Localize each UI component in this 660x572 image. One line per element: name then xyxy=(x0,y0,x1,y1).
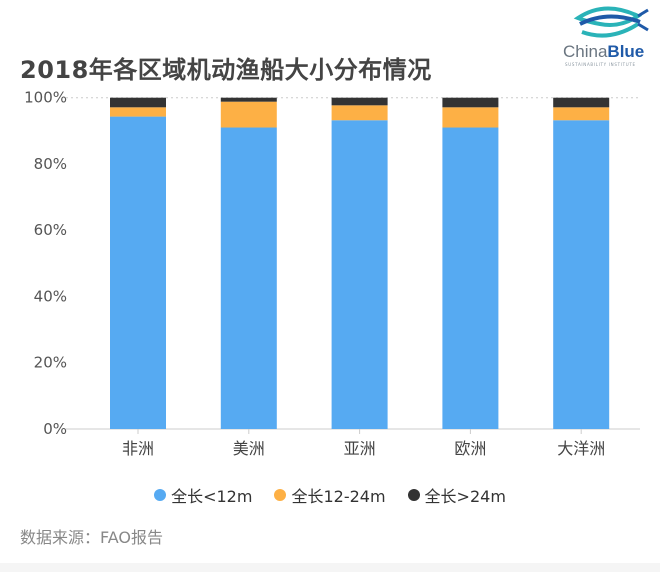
legend-dot-icon xyxy=(407,489,420,501)
bottom-band xyxy=(0,563,660,572)
x-category-label: 大洋洲 xyxy=(557,439,605,458)
bar-segment-1-2 xyxy=(331,105,388,121)
y-tick-label: 20% xyxy=(34,354,67,372)
bar-segment-0-3 xyxy=(442,127,499,429)
bar-segment-0-4 xyxy=(553,120,610,430)
legend-label: 全长>24m xyxy=(424,487,506,506)
bar-segment-2-4 xyxy=(553,97,610,108)
source-note: 数据来源：FAO报告 xyxy=(20,528,163,547)
legend-dot-icon xyxy=(154,489,167,501)
bar-segment-2-1 xyxy=(220,97,277,102)
chart-title: 2018年各区域机动渔船大小分布情况 xyxy=(20,56,432,84)
bar-segment-0-1 xyxy=(220,127,277,429)
chinablue-logo-icon xyxy=(573,6,649,38)
bar-segment-2-3 xyxy=(442,97,499,108)
legend-item[interactable]: 全长>24m xyxy=(407,483,506,507)
bar-segment-1-0 xyxy=(110,107,166,117)
x-category-label: 美洲 xyxy=(233,439,265,458)
bar-segment-0-0 xyxy=(110,116,166,429)
bar-segment-0-2 xyxy=(331,120,388,430)
x-category-label: 亚洲 xyxy=(344,439,376,458)
legend: 全长<12m 全长12-24m 全长>24m xyxy=(0,483,660,507)
legend-dot-icon xyxy=(274,489,287,501)
y-tick-label: 80% xyxy=(34,155,67,173)
legend-label: 全长<12m xyxy=(171,487,253,506)
bar-segment-1-1 xyxy=(220,101,277,128)
y-tick-label: 40% xyxy=(34,287,67,305)
legend-item[interactable]: 全长12-24m xyxy=(274,483,386,507)
legend-label: 全长12-24m xyxy=(291,487,386,506)
bar-segment-2-0 xyxy=(110,97,166,108)
logo-text: ChinaBlue xyxy=(563,42,645,61)
y-tick-label: 60% xyxy=(34,221,67,239)
y-tick-label: 0% xyxy=(43,420,67,438)
x-category-label: 非洲 xyxy=(122,439,154,458)
bar-segment-1-3 xyxy=(442,107,499,128)
logo-subtitle: SUSTAINABILITY INSTITUTE xyxy=(565,62,636,67)
bar-segment-2-2 xyxy=(331,97,388,106)
x-category-label: 欧洲 xyxy=(454,439,486,458)
y-tick-label: 100% xyxy=(24,89,67,107)
legend-item[interactable]: 全长<12m xyxy=(154,483,252,507)
bar-segment-1-4 xyxy=(553,107,610,121)
